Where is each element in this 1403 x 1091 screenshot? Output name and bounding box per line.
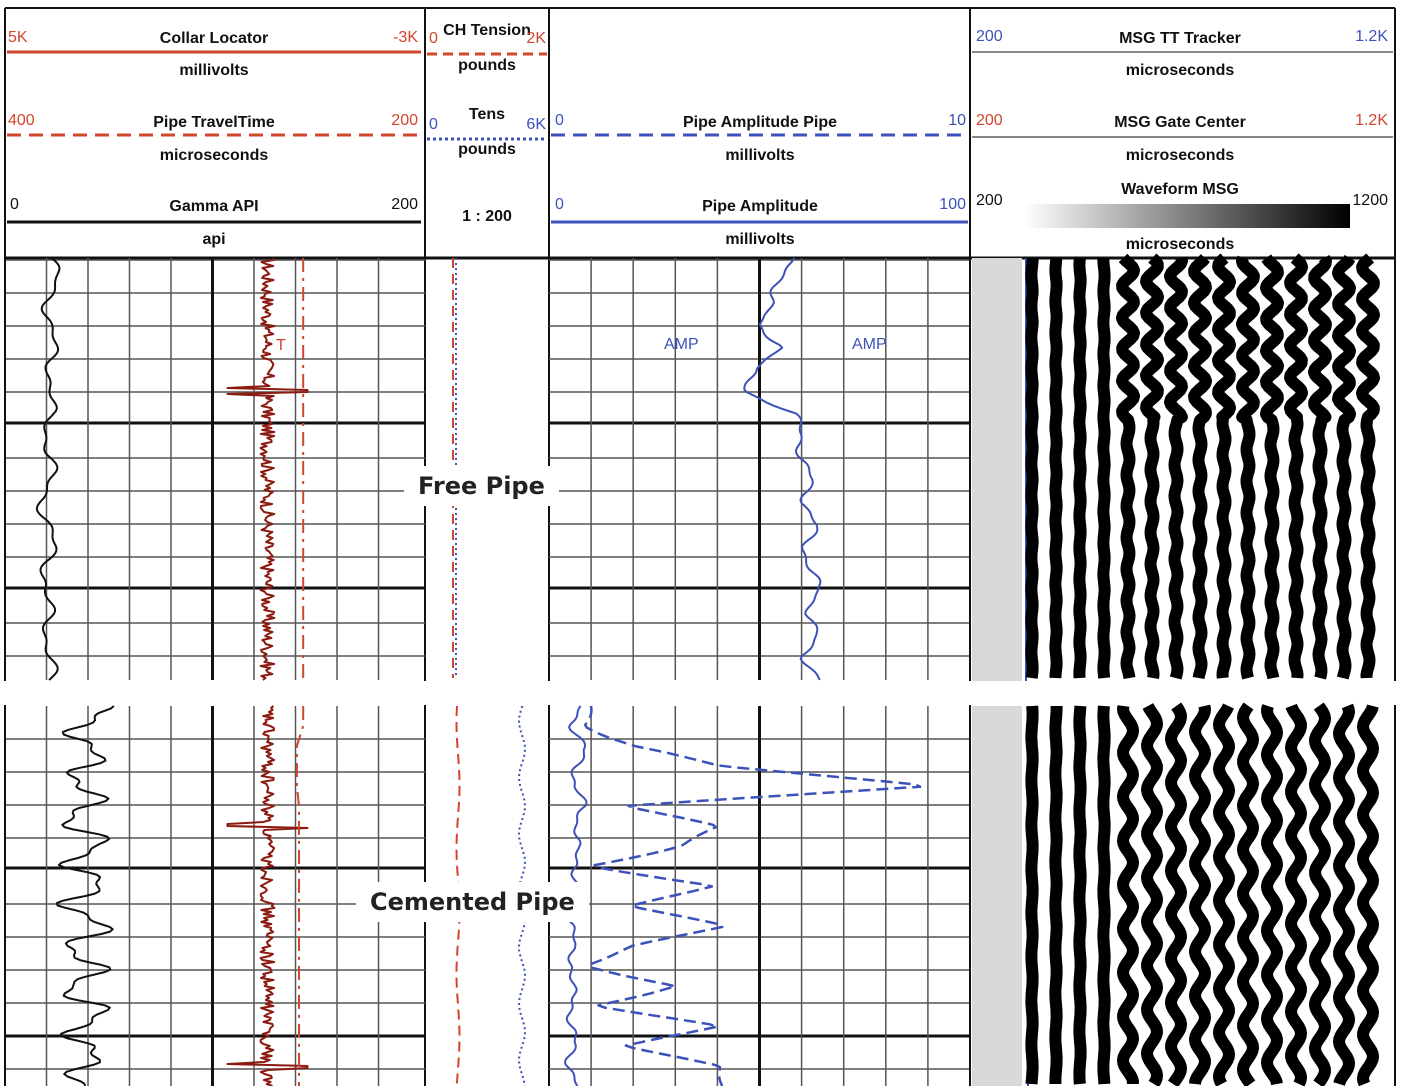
waveform-band [1097,703,1111,1087]
msg-tt-title: MSG TT Tracker [1119,30,1241,47]
waveform-band [1237,702,1259,1088]
waveform-left-scale: 200 [976,192,1003,209]
waveform-unit: microseconds [1125,236,1235,253]
waveform-band [1188,254,1212,681]
gamma-api-curve [35,257,61,681]
collar-locator-curve [226,705,309,1087]
msg-tt-unit: microseconds [1125,62,1235,79]
waveform-band [1284,253,1308,681]
msg-gate-title: MSG Gate Center [1114,114,1246,131]
cemented-pipe-label: Cemented Pipe [356,882,589,922]
gamma-right-scale: 200 [391,196,418,213]
msg-gate-right-scale: 1.2K [1355,112,1388,129]
free-pipe-label: Free Pipe [404,466,559,506]
waveform-band [1333,703,1355,1087]
gamma-api-curve [55,705,115,1087]
waveform-band [1260,254,1284,681]
waveform-band [1189,703,1211,1087]
pipe-amp-pipe-unit: millivolts [725,147,795,164]
ch-tension-unit: pounds [458,57,516,74]
waveform-band [1117,703,1139,1087]
collar-locator-title: Collar Locator [159,30,269,47]
ch-tension-left-scale: 0 [429,30,438,47]
pipe-traveltime-curve [295,706,305,1086]
gamma-left-scale: 0 [10,196,19,213]
pipe-traveltime-left-scale: 400 [8,112,35,129]
msg-gate-unit: microseconds [1125,147,1235,164]
waveform-band [1213,703,1235,1087]
waveform-band [1308,255,1332,681]
waveform-band [1236,255,1260,681]
waveform-band [1073,703,1087,1087]
waveform-band [1356,253,1380,681]
pipe-amplitude-curve [743,257,822,681]
collar-locator-curve [226,257,309,681]
pipe-traveltime-title: Pipe TravelTime [153,114,275,131]
tens-unit: pounds [458,141,516,158]
msg-tt-right-scale: 1.2K [1355,28,1388,45]
vdl-left-band [972,258,1022,681]
waveform-band [1073,255,1087,681]
tens-left-scale: 0 [429,116,438,133]
waveform-band [1097,255,1111,681]
pipe-traveltime-right-scale: 200 [391,112,418,129]
msg-gate-left-scale: 200 [976,112,1003,129]
waveform-band [1357,703,1379,1087]
pipe-amp-pipe-left-scale: 0 [555,112,564,129]
section-gap [0,681,1403,705]
waveform-band [1025,703,1039,1087]
depth-scale: 1 : 200 [462,208,512,225]
waveform-title: Waveform MSG [1121,181,1239,198]
collar-locator-unit: millivolts [179,62,249,79]
msg-tt-left-scale: 200 [976,28,1003,45]
gamma-title: Gamma API [169,198,259,215]
waveform-band [1285,703,1307,1087]
pipe-amplitude-pipe-curve [583,705,922,1087]
ch-tension-right-scale: 2K [526,30,546,47]
waveform-band [1049,255,1063,681]
tens-title: Tens [468,106,506,123]
waveform-band [1116,253,1140,681]
ch-tension-title: CH Tension [443,22,531,39]
collar-locator-left-scale: 5K [8,29,28,46]
waveform-colorbar [1024,204,1350,228]
vdl-left-band [972,706,1022,1086]
pipe-amp-left-scale: 0 [555,196,564,213]
waveform-band [1309,702,1331,1088]
pipe-amp-pipe-right-scale: 10 [948,112,966,129]
waveform-band [1165,702,1187,1088]
waveform-band [1141,703,1163,1088]
waveform-band [1140,253,1164,681]
gamma-unit: api [202,231,226,248]
waveform-band [1212,253,1236,681]
amp-marker-label-2: AMP [852,336,887,353]
waveform-band [1261,703,1283,1087]
pipe-amp-unit: millivolts [725,231,795,248]
waveform-band [1049,703,1063,1087]
pipe-amp-pipe-title: Pipe Amplitude Pipe [682,114,838,131]
waveform-band [1164,255,1188,681]
pipe-amp-right-scale: 100 [939,196,966,213]
traveltime-marker-label: T [276,337,286,354]
pipe-traveltime-unit: microseconds [159,147,269,164]
waveform-band [1025,255,1039,681]
waveform-band [1332,255,1356,681]
collar-locator-right-scale: -3K [393,29,418,46]
pipe-amp-title: Pipe Amplitude [702,198,818,215]
amp-marker-label: AMP [664,336,699,353]
waveform-right-scale: 1200 [1352,192,1388,209]
tens-right-scale: 6K [526,116,546,133]
